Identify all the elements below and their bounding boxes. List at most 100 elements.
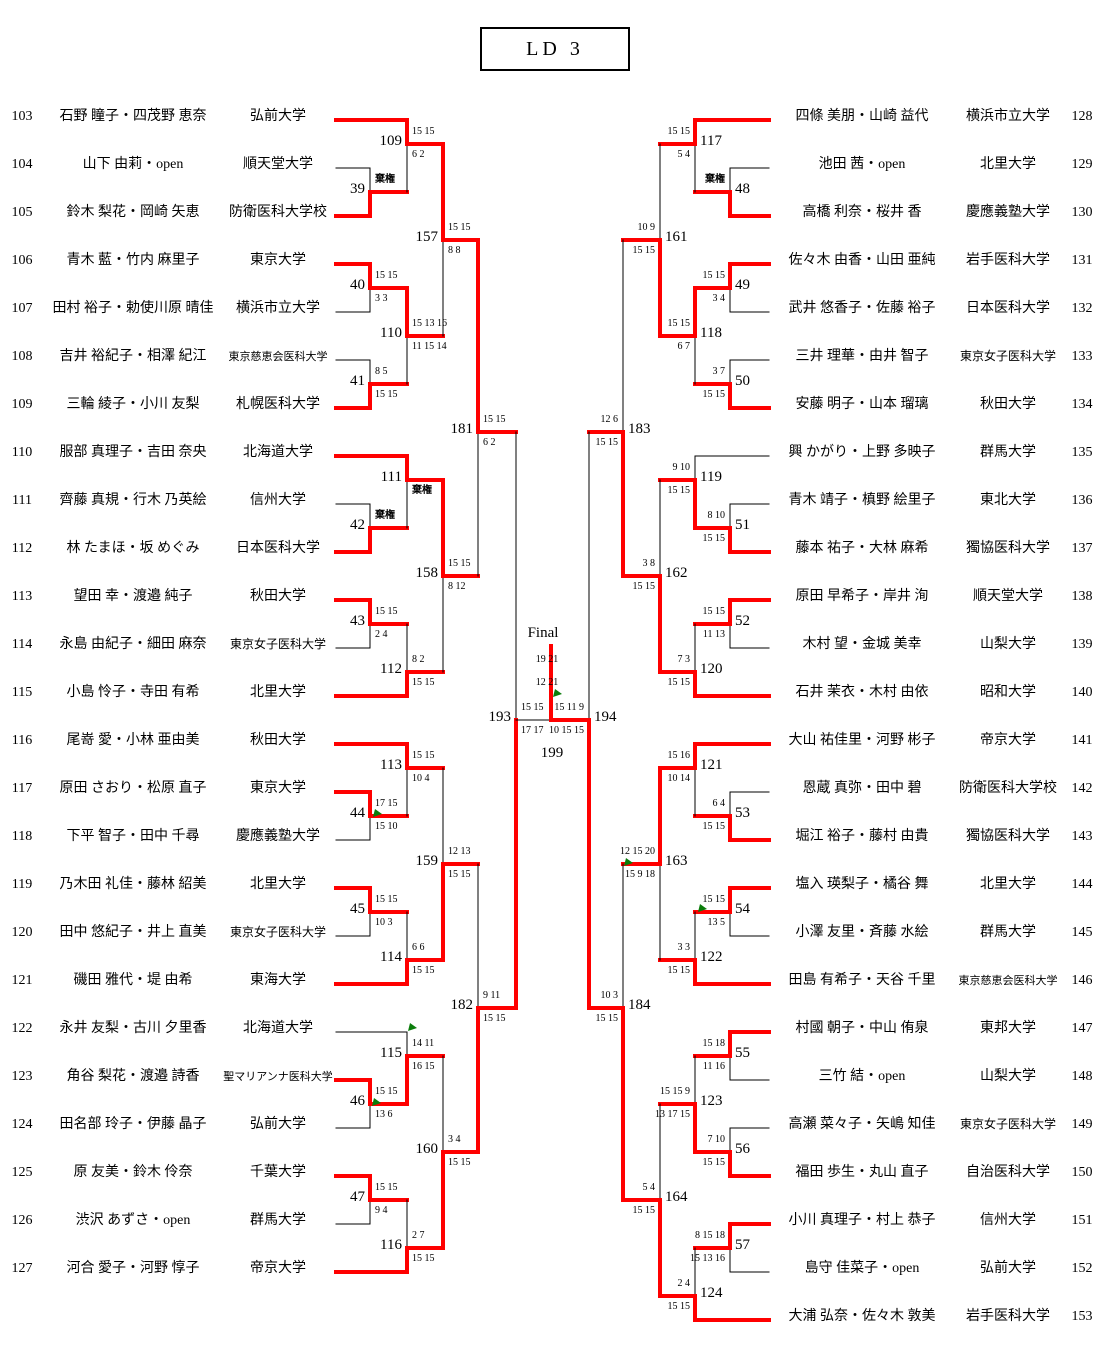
entry-university: 北里大学: [250, 685, 306, 700]
entry-university: 北海道大学: [243, 1021, 313, 1036]
entry-seed: 145: [1071, 925, 1093, 940]
match-42-score-top: 棄権: [375, 510, 395, 521]
entry-names: 原田 さおり・松原 直子: [59, 781, 207, 796]
entry-seed: 121: [11, 973, 33, 988]
entry-names: 高橋 利奈・桜井 香: [802, 205, 922, 220]
match-162-number: 162: [665, 565, 688, 581]
match-40-score-top: 15 15: [375, 270, 398, 281]
match-159-score-top: 12 13: [448, 846, 471, 857]
entry-seed: 136: [1071, 493, 1093, 508]
match-120-score-top: 7 3: [677, 654, 691, 665]
match-48-score-top: 棄権: [705, 174, 725, 185]
match-193-score-top: 15 15: [521, 702, 544, 713]
match-49-score-top: 15 15: [702, 270, 726, 281]
entry-seed: 144: [1071, 877, 1093, 892]
match-160-number: 160: [415, 1141, 439, 1157]
match-109-number: 109: [379, 133, 403, 149]
match-124-score-bottom: 15 15: [667, 1301, 691, 1312]
match-54-score-top: 15 15: [702, 894, 726, 905]
match-43-score-top: 15 15: [375, 606, 398, 617]
match-163-number: 163: [665, 853, 688, 869]
match-49-score-bottom: 3 4: [712, 293, 726, 304]
match-114-number: 114: [380, 949, 402, 965]
match-182-number: 182: [450, 997, 474, 1013]
entry-seed: 113: [11, 589, 33, 604]
entry-seed: 127: [11, 1261, 33, 1276]
match-43-number: 43: [350, 613, 365, 629]
match-181-number: 181: [450, 421, 474, 437]
entry-seed: 130: [1071, 205, 1093, 220]
entry-university: 東京女子医科大学: [229, 637, 326, 651]
entry-university: 東京大学: [250, 781, 306, 796]
match-53-score-top: 6 4: [712, 798, 726, 809]
match-115-number: 115: [380, 1045, 402, 1061]
match-53-number: 53: [735, 805, 750, 821]
match-157-score-bottom: 8 8: [448, 245, 461, 256]
match-112-score-top: 8 2: [412, 654, 425, 665]
entry-names: 乃木田 礼佳・藤林 紹美: [59, 877, 207, 892]
match-51-score-bottom: 15 15: [702, 533, 726, 544]
match-47-number: 47: [350, 1189, 365, 1205]
entry-seed: 147: [1071, 1021, 1093, 1036]
entry-seed: 114: [11, 637, 33, 652]
entry-names: 田島 有希子・天谷 千里: [788, 973, 936, 988]
match-194-number: 194: [594, 709, 617, 725]
match-183-number: 183: [628, 421, 651, 437]
match-54-number: 54: [735, 901, 750, 917]
match-118-score-bottom: 6 7: [677, 341, 691, 352]
title-box: LD 3: [480, 27, 630, 71]
entry-university: 東北大学: [980, 493, 1036, 508]
match-164-number: 164: [665, 1189, 688, 1205]
match-181-score-bottom: 6 2: [483, 437, 496, 448]
entry-university: 東京慈恵会医科大学: [958, 975, 1058, 987]
match-40-score-bottom: 3 3: [375, 293, 388, 304]
match-122-score-top: 3 3: [677, 942, 691, 953]
match-56-score-bottom: 15 15: [702, 1157, 726, 1168]
match-161-number: 161: [665, 229, 688, 245]
match-42-number: 42: [350, 517, 365, 533]
match-158-score-bottom: 8 12: [448, 581, 466, 592]
match-162-score-top: 3 8: [642, 558, 656, 569]
entry-names: 河合 愛子・河野 惇子: [66, 1261, 200, 1276]
match-57-score-bottom: 15 13 16: [690, 1253, 725, 1264]
match-119-score-bottom: 15 15: [667, 485, 691, 496]
entry-seed: 125: [11, 1165, 33, 1180]
entry-university: 札幌医科大学: [236, 397, 320, 412]
entry-seed: 142: [1071, 781, 1093, 796]
match-160-score-bottom: 15 15: [448, 1157, 471, 1168]
entry-seed: 138: [1071, 589, 1093, 604]
match-123-score-top: 15 15 9: [660, 1086, 690, 1097]
entry-university: 東京大学: [250, 253, 306, 268]
entry-seed: 131: [1071, 253, 1093, 268]
entry-university: 帝京大学: [980, 733, 1036, 748]
entry-seed: 108: [11, 349, 33, 364]
entry-seed: 137: [1071, 541, 1093, 556]
match-184-number: 184: [628, 997, 651, 1013]
entry-university: 北里大学: [980, 157, 1036, 172]
match-55-number: 55: [735, 1045, 750, 1061]
entry-names: 三輪 綾子・小川 友梨: [66, 397, 200, 412]
match-44-score-top: 17 15: [375, 798, 398, 809]
match-109-score-top: 15 15: [412, 126, 435, 137]
entry-names: 鈴木 梨花・岡崎 矢恵: [66, 205, 200, 220]
entry-seed: 118: [11, 829, 33, 844]
entry-seed: 106: [11, 253, 33, 268]
entry-names: 興 かがり・上野 多映子: [788, 445, 936, 460]
match-115-score-top: 14 11: [412, 1038, 435, 1049]
match-120-number: 120: [700, 661, 723, 677]
entry-university: 弘前大学: [250, 109, 306, 124]
entry-university: 昭和大学: [980, 685, 1036, 700]
entry-university: 岩手医科大学: [966, 1309, 1050, 1324]
entry-seed: 150: [1071, 1165, 1093, 1180]
match-163-score-bottom: 15 9 18: [625, 869, 655, 880]
entry-university: 山梨大学: [980, 1069, 1036, 1084]
match-159-score-bottom: 15 15: [448, 869, 471, 880]
entry-university: 北里大学: [250, 877, 306, 892]
entry-university: 順天堂大学: [243, 157, 313, 172]
match-158-score-top: 15 15: [448, 558, 471, 569]
match-116-score-bottom: 15 15: [412, 1253, 435, 1264]
entry-university: 順天堂大学: [973, 589, 1043, 604]
match-164-score-bottom: 15 15: [632, 1205, 656, 1216]
match-40-number: 40: [350, 277, 365, 293]
